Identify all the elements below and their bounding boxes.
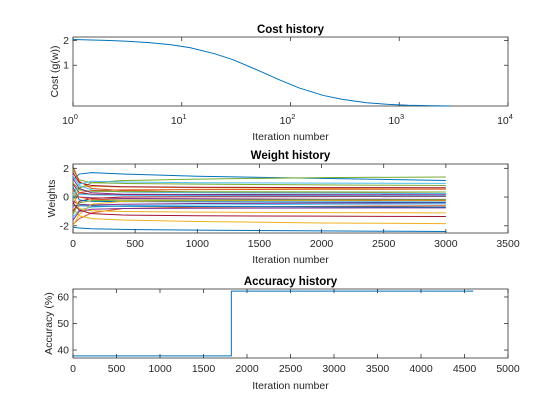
weight-series-line bbox=[72, 182, 446, 193]
x-tick-label: 1000 bbox=[148, 363, 172, 375]
x-tick-label: 4500 bbox=[453, 363, 477, 375]
x-tick-label: 103 bbox=[388, 112, 404, 127]
accuracy-history-ticks: 0 500 1000 1500 2000 2500 3000 3500 4000 4500 5000… bbox=[57, 289, 520, 375]
weight-series-line bbox=[72, 172, 446, 189]
y-tick-label: 40 bbox=[57, 345, 69, 357]
x-tick-exponent: 3 bbox=[400, 112, 404, 121]
y-tick-label: 1 bbox=[63, 60, 69, 72]
x-tick-label: 101 bbox=[171, 112, 187, 127]
cost-history-xlabel: Iteration number bbox=[252, 131, 329, 143]
weight-history-title: Weight history bbox=[251, 150, 331, 162]
x-tick-label: 0 bbox=[70, 238, 76, 250]
x-tick-label: 104 bbox=[497, 112, 513, 127]
x-tick-label: 3000 bbox=[434, 238, 458, 250]
y-tick-label: 2 bbox=[63, 163, 69, 175]
x-tick-label: 4000 bbox=[409, 363, 433, 375]
accuracy-history-plot-area bbox=[72, 288, 509, 359]
x-tick-label: 2000 bbox=[235, 363, 259, 375]
x-tick-exponent: 0 bbox=[74, 112, 78, 121]
weight-series-line bbox=[73, 205, 446, 208]
accuracy-history-series bbox=[73, 290, 474, 357]
weight-series-line bbox=[72, 202, 446, 217]
weight-series-line bbox=[72, 193, 446, 199]
y-tick-label: 0 bbox=[63, 192, 69, 204]
x-tick-label: 2000 bbox=[310, 238, 334, 250]
x-tick-label: 102 bbox=[280, 112, 296, 127]
accuracy-history-title: Accuracy history bbox=[244, 276, 338, 288]
weight-series-line bbox=[72, 180, 446, 198]
x-tick-exponent: 2 bbox=[291, 112, 295, 121]
accuracy-series-line bbox=[73, 290, 474, 357]
x-tick-label: 1500 bbox=[248, 238, 272, 250]
y-tick-label: 60 bbox=[57, 291, 69, 303]
accuracy-history-ylabel: Accuracy (%) bbox=[43, 292, 55, 354]
x-tick-label: 2500 bbox=[279, 363, 303, 375]
x-tick-base: 10 bbox=[388, 115, 400, 127]
x-tick-label: 500 bbox=[126, 238, 144, 250]
cost-series-line bbox=[72, 39, 452, 107]
x-tick-label: 2500 bbox=[372, 238, 396, 250]
weight-series-line bbox=[72, 207, 446, 221]
y-tick-label: 2 bbox=[63, 35, 69, 47]
accuracy-history-axes: Accuracy history 0 500 1000 1500 2000 2500 300… bbox=[43, 276, 520, 392]
x-tick-label: 3500 bbox=[496, 238, 520, 250]
cost-history-title: Cost history bbox=[257, 24, 325, 36]
x-tick-base: 10 bbox=[497, 115, 509, 127]
weight-series-line bbox=[72, 208, 446, 225]
x-tick-exponent: 1 bbox=[183, 112, 187, 121]
x-tick-label: 5000 bbox=[496, 363, 520, 375]
x-tick-label: 3000 bbox=[322, 363, 346, 375]
weight-series-line bbox=[72, 172, 446, 182]
weight-history-axes: Weight history 0 500 1000 1500 2000 2500 3000 3… bbox=[46, 150, 520, 266]
y-tick-label: -2 bbox=[60, 220, 69, 232]
weight-history-xlabel: Iteration number bbox=[252, 254, 329, 266]
weight-history-series bbox=[72, 166, 446, 233]
cost-history-ylabel: Cost (g(w)) bbox=[49, 46, 61, 98]
x-tick-label: 1000 bbox=[186, 238, 210, 250]
weight-history-ticks: 0 500 1000 1500 2000 2500 3000 3500-202 bbox=[60, 163, 520, 250]
weight-series-line bbox=[72, 200, 446, 206]
weight-series-line bbox=[72, 188, 446, 205]
x-tick-base: 10 bbox=[171, 115, 183, 127]
x-tick-base: 10 bbox=[280, 115, 292, 127]
x-tick-label: 100 bbox=[62, 112, 78, 127]
accuracy-history-xlabel: Iteration number bbox=[252, 380, 329, 392]
x-tick-label: 500 bbox=[108, 363, 126, 375]
weight-series-line bbox=[72, 169, 446, 187]
cost-history-plot-area bbox=[72, 36, 509, 107]
x-tick-label: 0 bbox=[70, 363, 76, 375]
y-tick-label: 50 bbox=[57, 318, 69, 330]
weight-series-line bbox=[72, 178, 446, 196]
x-tick-base: 10 bbox=[62, 115, 74, 127]
x-tick-label: 1500 bbox=[192, 363, 216, 375]
weight-series-line bbox=[72, 193, 446, 214]
x-tick-exponent: 4 bbox=[509, 112, 513, 121]
weight-series-line bbox=[72, 195, 446, 212]
weight-history-ylabel: Weights bbox=[46, 180, 58, 218]
x-tick-label: 3500 bbox=[366, 363, 390, 375]
weight-series-line bbox=[72, 199, 446, 215]
cost-history-series bbox=[72, 39, 452, 107]
